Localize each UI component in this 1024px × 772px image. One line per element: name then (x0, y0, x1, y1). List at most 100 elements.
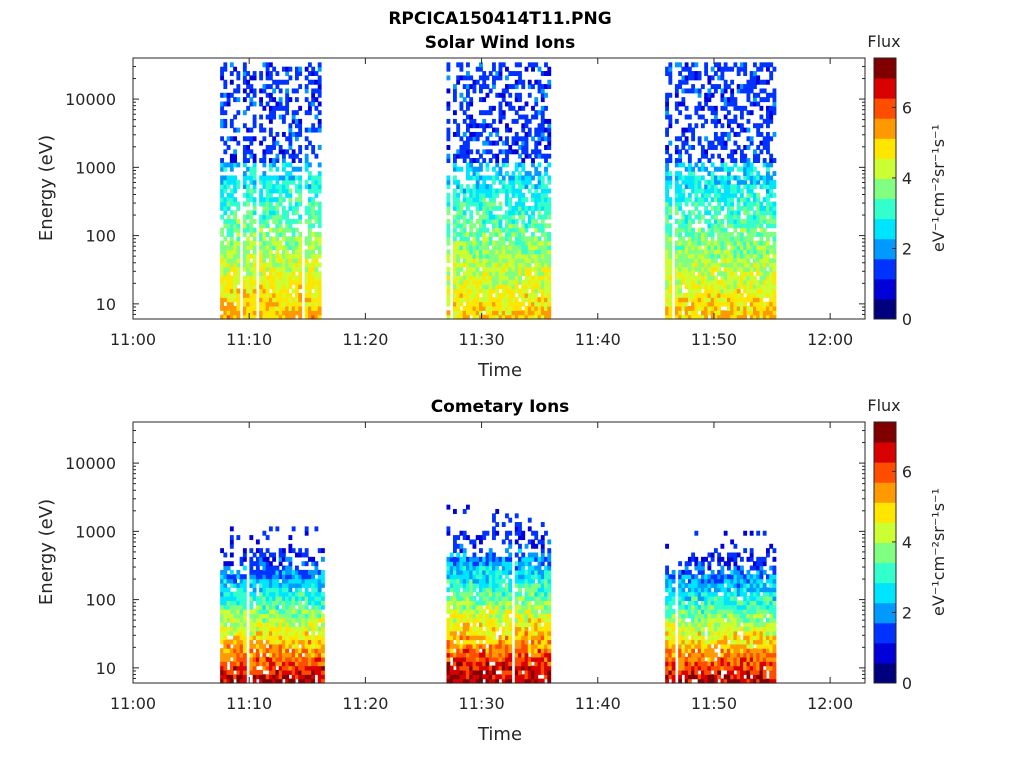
spectrogram-cell (704, 197, 708, 202)
spectrogram-cell (321, 631, 325, 636)
figure-title: RPCICA150414T11.PNG (388, 9, 611, 29)
spectrogram-cell (737, 145, 741, 150)
spectrogram-cell (295, 88, 299, 93)
spectrogram-cell (479, 154, 483, 159)
spectrogram-cell (292, 526, 296, 531)
spectrogram-cell (665, 97, 669, 102)
spectrogram-cell (298, 302, 302, 307)
spectrogram-cell (691, 219, 695, 224)
spectrogram-cell (460, 102, 464, 107)
colorbar-tick-label: 2 (902, 239, 912, 258)
spectrogram-cell (456, 180, 460, 185)
spectrogram-cell (740, 115, 744, 120)
spectrogram-cell (311, 574, 315, 579)
spectrogram-cell (243, 583, 247, 588)
spectrogram-cell (236, 306, 240, 311)
spectrogram-cell (246, 80, 250, 85)
spectrogram-cell (220, 302, 224, 307)
spectrogram-cell (305, 136, 309, 141)
spectrogram-cell (243, 674, 247, 679)
spectrogram-cell (236, 206, 240, 211)
spectrogram-cell (541, 132, 545, 137)
x-tick-label: 12:00 (807, 330, 853, 349)
spectrogram-cell (259, 97, 263, 102)
spectrogram-cell (756, 193, 760, 198)
spectrogram-cell (479, 310, 483, 315)
spectrogram-cell (243, 592, 247, 597)
spectrogram-cell (298, 106, 302, 111)
spectrogram-cell (756, 75, 760, 80)
spectrogram-cell (262, 271, 266, 276)
spectrogram-cell (288, 145, 292, 150)
spectrogram-cell (253, 310, 257, 315)
spectrogram-cell (321, 657, 325, 662)
spectrogram-cell (492, 119, 496, 124)
spectrogram-cell (714, 145, 718, 150)
spectrogram-cell (720, 223, 724, 228)
spectrogram-cell (685, 106, 689, 111)
spectrogram-cell (236, 180, 240, 185)
spectrogram-cell (308, 228, 312, 233)
spectrogram-cell (547, 254, 551, 259)
spectrogram-cell (756, 102, 760, 107)
spectrogram-cell (538, 236, 542, 241)
spectrogram-cell (479, 167, 483, 172)
spectrogram-cell (534, 293, 538, 298)
spectrogram-cell (256, 653, 260, 658)
spectrogram-cell (321, 592, 325, 597)
spectrogram-cell (220, 75, 224, 80)
spectrogram-cell (750, 162, 754, 167)
spectrogram-cell (730, 128, 734, 133)
spectrogram-cell (730, 67, 734, 72)
spectrogram-cell (668, 115, 672, 120)
spectrogram-cell (665, 219, 669, 224)
spectrogram-cell (482, 80, 486, 85)
spectrogram-cell (243, 579, 247, 584)
spectrogram-cell (547, 280, 551, 285)
spectrogram-cell (678, 171, 682, 176)
spectrogram-cell (547, 297, 551, 302)
spectrogram-cell (446, 289, 450, 294)
spectrogram-cell (773, 262, 777, 267)
spectrogram-cell (446, 197, 450, 202)
spectrogram-cell (724, 80, 728, 85)
spectrogram-cell (266, 289, 270, 294)
spectrogram-cell (707, 202, 711, 207)
colorbar-label: eV⁻¹cm⁻²sr⁻¹s⁻¹ (929, 124, 948, 252)
spectrogram-cell (282, 132, 286, 137)
spectrogram-cell (321, 635, 325, 640)
spectrogram-cell (547, 271, 551, 276)
spectrogram-cell (253, 293, 257, 298)
spectrogram-cell (482, 223, 486, 228)
spectrogram-cell (733, 102, 737, 107)
spectrogram-cell (678, 202, 682, 207)
spectrogram-cell (668, 154, 672, 159)
spectrogram-cell (538, 141, 542, 146)
spectrogram-cell (547, 267, 551, 272)
spectrogram-cell (531, 106, 535, 111)
spectrogram-cell (499, 102, 503, 107)
spectrogram-cell (773, 97, 777, 102)
spectrogram-cell (750, 189, 754, 194)
spectrogram-cell (760, 149, 764, 154)
spectrogram-cell (746, 258, 750, 263)
spectrogram-cell (275, 605, 279, 610)
spectrogram-cell (298, 297, 302, 302)
spectrogram-cell (499, 167, 503, 172)
x-tick-label: 11:40 (575, 330, 621, 349)
spectrogram-cell (512, 215, 516, 220)
spectrogram-cell (236, 276, 240, 281)
spectrogram-cell (243, 154, 247, 159)
spectrogram-cell (525, 228, 529, 233)
spectrogram-cell (292, 158, 296, 163)
spectrogram-cell (499, 67, 503, 72)
spectrogram-cell (266, 67, 270, 72)
spectrogram-cell (318, 162, 322, 167)
spectrogram-cell (521, 80, 525, 85)
spectrogram-cell (305, 531, 309, 536)
spectrogram-cell (253, 587, 257, 592)
spectrogram-cell (489, 184, 493, 189)
spectrogram-cell (675, 88, 679, 93)
spectrogram-cell (305, 145, 309, 150)
